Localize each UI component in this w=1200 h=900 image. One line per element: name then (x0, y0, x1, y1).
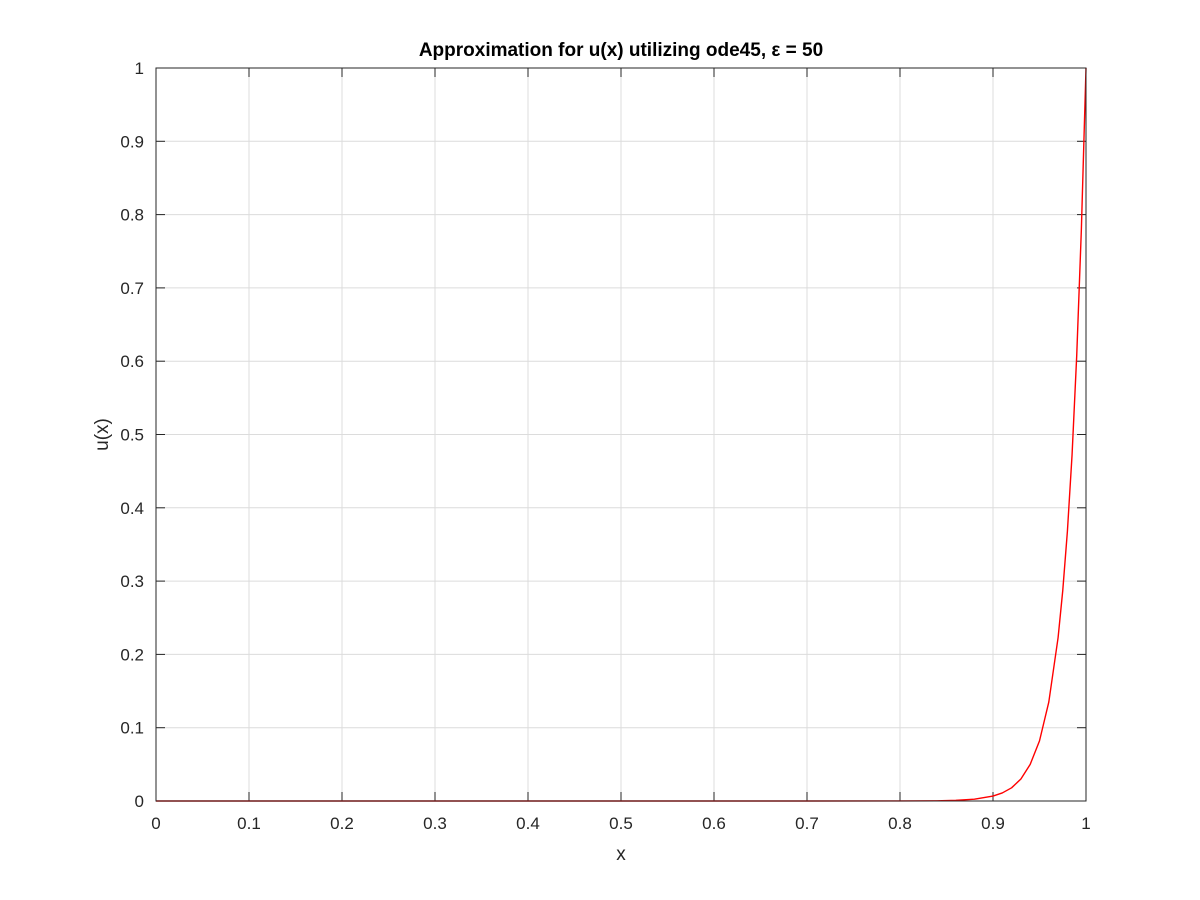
x-tick-label: 0.1 (237, 814, 261, 833)
y-tick-label: 0.7 (120, 279, 144, 298)
y-tick-labels: 0 0.1 0.2 0.3 0.4 0.5 0.6 0.7 0.8 0.9 1 (120, 59, 144, 811)
y-tick-label: 0.4 (120, 499, 144, 518)
y-tick-label: 0.1 (120, 719, 144, 738)
y-tick-label: 1 (135, 59, 144, 78)
x-tick-label: 0.7 (795, 814, 819, 833)
y-tick-label: 0.5 (120, 426, 144, 445)
grid (156, 68, 1086, 801)
y-tick-label: 0.8 (120, 206, 144, 225)
x-tick-label: 0.5 (609, 814, 633, 833)
y-tick-label: 0.9 (120, 132, 144, 151)
y-tick-label: 0.2 (120, 645, 144, 664)
x-axis-label: x (616, 844, 626, 865)
x-tick-label: 1 (1081, 814, 1090, 833)
y-tick-label: 0 (135, 792, 144, 811)
y-tick-label: 0.3 (120, 572, 144, 591)
axes-box (155, 67, 1087, 802)
x-tick-label: 0.2 (330, 814, 354, 833)
chart-title: Approximation for u(x) utilizing ode45, … (419, 40, 823, 61)
y-axis-label: u(x) (92, 418, 113, 451)
x-tick-label: 0 (151, 814, 160, 833)
x-tick-label: 0.9 (981, 814, 1005, 833)
x-tick-labels: 0 0.1 0.2 0.3 0.4 0.5 0.6 0.7 0.8 0.9 1 (151, 814, 1090, 833)
x-tick-label: 0.8 (888, 814, 912, 833)
x-tick-label: 0.4 (516, 814, 540, 833)
x-tick-label: 0.3 (423, 814, 447, 833)
y-tick-label: 0.6 (120, 352, 144, 371)
x-tick-label: 0.6 (702, 814, 726, 833)
